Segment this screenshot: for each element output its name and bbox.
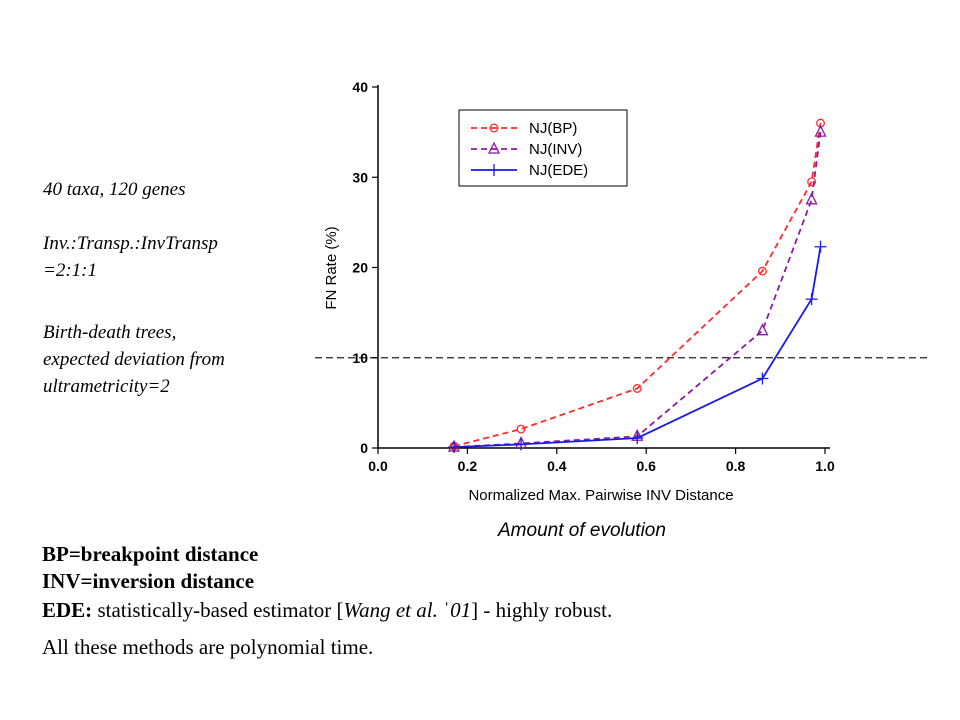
plus-marker: [488, 164, 500, 176]
series-line-njbp: [453, 122, 822, 448]
ede-text: statistically-based estimator [: [92, 598, 344, 622]
legend-box: [458, 109, 628, 187]
note-trees-line3: ultrametricity=2: [43, 376, 170, 397]
circle-marker: [632, 383, 642, 393]
circle-marker: [807, 177, 817, 187]
circle-marker: [757, 266, 767, 276]
x-tick-label: 0.4: [547, 458, 567, 474]
circle-marker: [516, 424, 526, 434]
x-tick-label: 0.6: [636, 458, 656, 474]
plus-marker: [805, 293, 818, 306]
y-tick-label: 10: [352, 350, 368, 366]
inv-definition: INV=inversion distance: [42, 569, 255, 593]
x-tick-label: 0.2: [458, 458, 478, 474]
x-tick-label: 1.0: [815, 458, 835, 474]
series-line-njede: [453, 246, 822, 448]
ede-label: EDE:: [42, 598, 93, 622]
plus-marker: [756, 372, 769, 385]
plus-marker: [631, 432, 644, 445]
triangle-marker: [487, 141, 501, 154]
ede-citation: Wang et al. ˈ01: [343, 598, 472, 622]
x-axis-label: Normalized Max. Pairwise INV Distance: [468, 487, 733, 504]
x-tick-label: 0.8: [726, 458, 746, 474]
y-tick-label: 20: [352, 260, 368, 276]
ede-tail: ] - highly robust.: [471, 598, 613, 622]
note-rates-line2: =2:1:1: [43, 260, 97, 281]
plus-marker: [447, 441, 460, 454]
note-trees-line2: expected deviation from: [43, 349, 225, 370]
y-tick-label: 0: [360, 440, 368, 456]
plus-marker: [515, 438, 528, 451]
legend-label: NJ(BP): [529, 120, 577, 137]
y-tick-label: 30: [352, 169, 368, 185]
note-rates-line1: Inv.:Transp.:InvTransp: [43, 233, 218, 254]
circle-marker: [489, 123, 499, 133]
amount-of-evolution-caption: Amount of evolution: [498, 520, 666, 541]
y-tick-label: 40: [352, 79, 368, 95]
triangle-marker: [814, 124, 827, 137]
polynomial-time-note: All these methods are polynomial time.: [42, 635, 374, 659]
legend-label: NJ(INV): [529, 141, 582, 158]
ede-definition: EDE: statistically-based estimator [Wang…: [42, 598, 612, 623]
note-trees-line1: Birth-death trees,: [43, 322, 177, 343]
y-axis-label: FN Rate (%): [323, 226, 340, 309]
triangle-marker: [756, 323, 769, 336]
note-taxa-genes: 40 taxa, 120 genes: [43, 179, 186, 200]
bp-definition: BP=breakpoint distance: [42, 542, 259, 566]
triangle-marker: [805, 192, 818, 205]
plus-marker: [814, 240, 827, 253]
legend-label: NJ(EDE): [529, 162, 588, 179]
x-tick-label: 0.0: [368, 458, 388, 474]
